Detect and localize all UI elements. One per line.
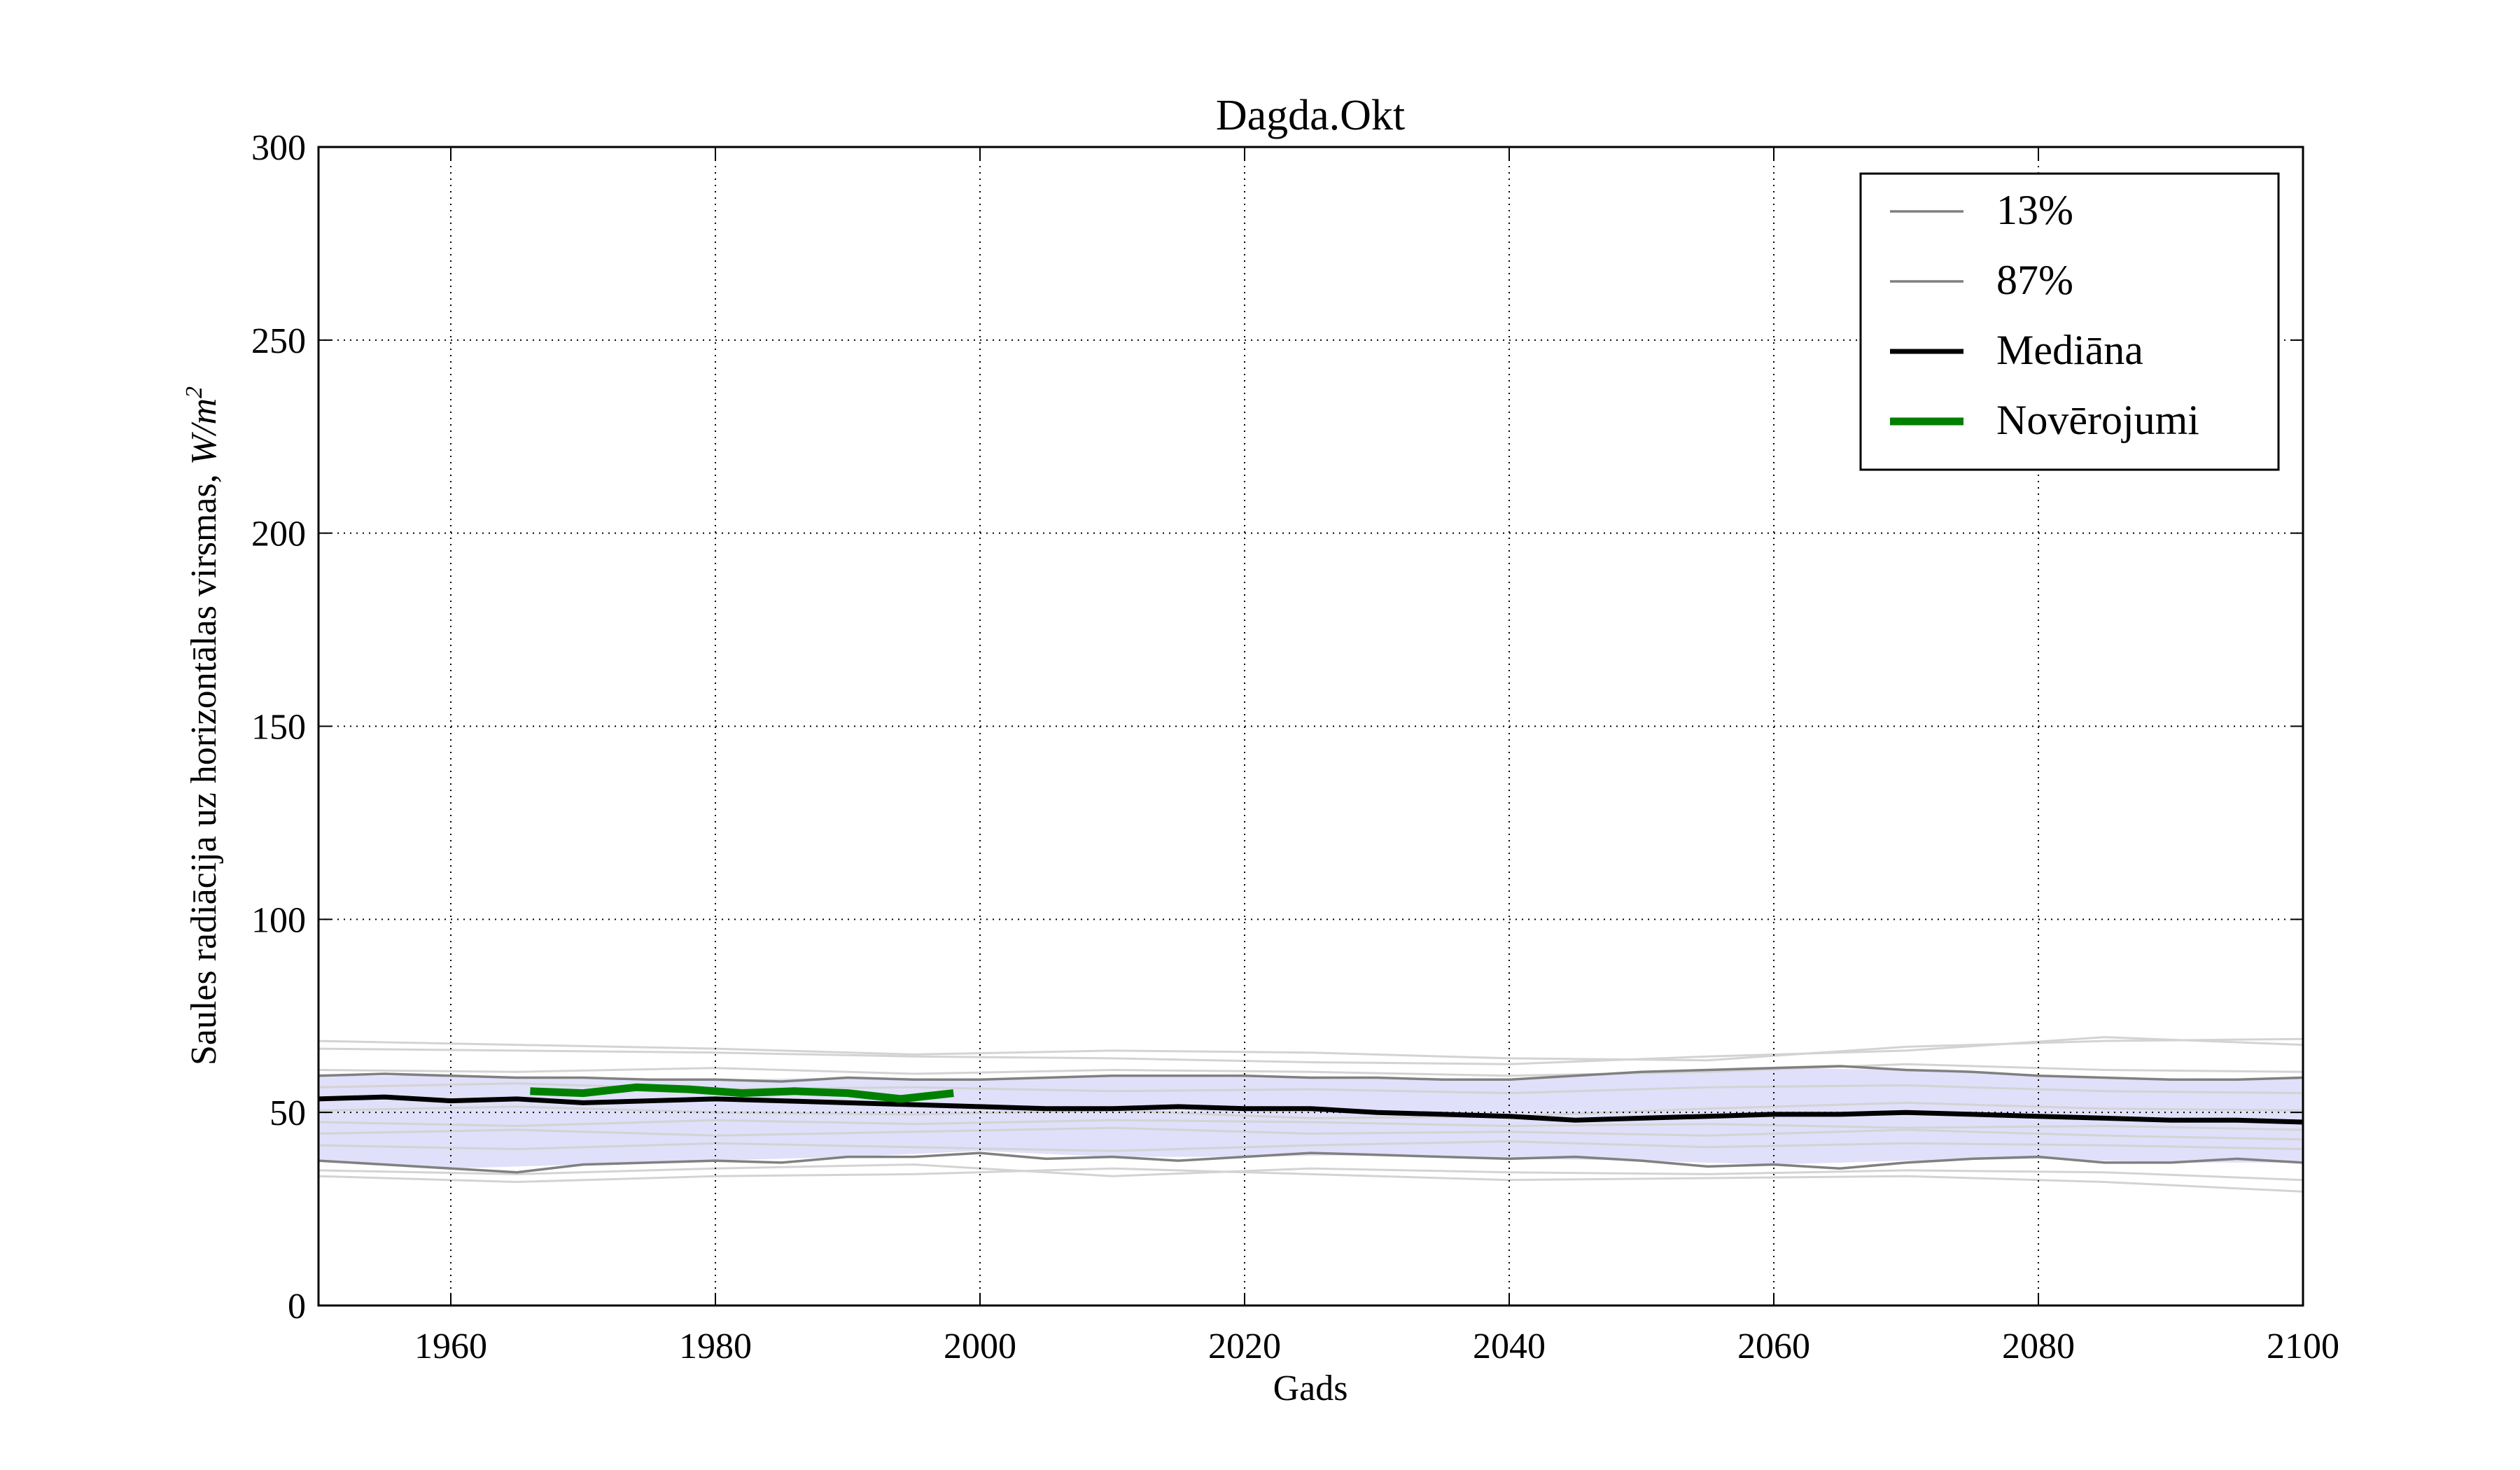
chart-title: Dagda.Okt: [1216, 92, 1405, 139]
ensemble-line-6: [318, 1119, 2304, 1131]
y-axis-unit: W/m: [184, 398, 224, 465]
y-tick-label: 200: [251, 514, 306, 554]
x-tick-label: 2100: [2267, 1326, 2339, 1366]
legend-label: 13%: [1996, 187, 2073, 233]
series-line-percentile-13: [318, 1152, 2304, 1174]
x-tick-label: 2060: [1737, 1326, 1810, 1366]
series-line-observations: [530, 1083, 954, 1103]
series-line-percentile-87: [318, 1065, 2304, 1083]
ensemble-line-1: [318, 1037, 2304, 1062]
series-line-median: [318, 1094, 2304, 1125]
y-tick-label: 250: [251, 321, 306, 361]
legend: 13% 87% Mediāna Novērojumi: [1859, 172, 2280, 471]
y-tick-label: 0: [288, 1287, 306, 1326]
x-tick-label: 1980: [679, 1326, 752, 1366]
legend-label: Mediāna: [1996, 327, 2143, 373]
legend-label: 87%: [1996, 257, 2073, 303]
y-axis-label: Saules radiācija uz horizontālas virsmas…: [181, 386, 224, 1065]
y-tick-label: 100: [251, 900, 306, 940]
x-tick-label: 2080: [2002, 1326, 2075, 1366]
ensemble-line-10: [318, 1063, 2304, 1077]
ensemble-line-2: [318, 1036, 2304, 1065]
x-axis-label: Gads: [1273, 1368, 1348, 1408]
y-tick-label: 50: [270, 1093, 306, 1133]
y-axis-label-text: Saules radiācija uz horizontālas virsmas…: [184, 465, 224, 1065]
ensemble-line-3: [318, 1167, 2304, 1193]
ensemble-line-5: [318, 1126, 2304, 1141]
x-tick-label: 2000: [944, 1326, 1016, 1366]
y-tick-label: 300: [251, 128, 306, 168]
y-axis-unit-exponent: 2: [181, 386, 207, 398]
x-tick-label: 2020: [1208, 1326, 1281, 1366]
x-tick-label: 1960: [414, 1326, 487, 1366]
ensemble-line-9: [318, 1140, 2304, 1152]
y-tick-label: 150: [251, 708, 306, 748]
x-tick-label: 2040: [1473, 1326, 1546, 1366]
ensemble-line-8: [318, 1101, 2304, 1119]
legend-label: Novērojumi: [1996, 397, 2199, 443]
ensemble-line-4: [318, 1163, 2304, 1182]
